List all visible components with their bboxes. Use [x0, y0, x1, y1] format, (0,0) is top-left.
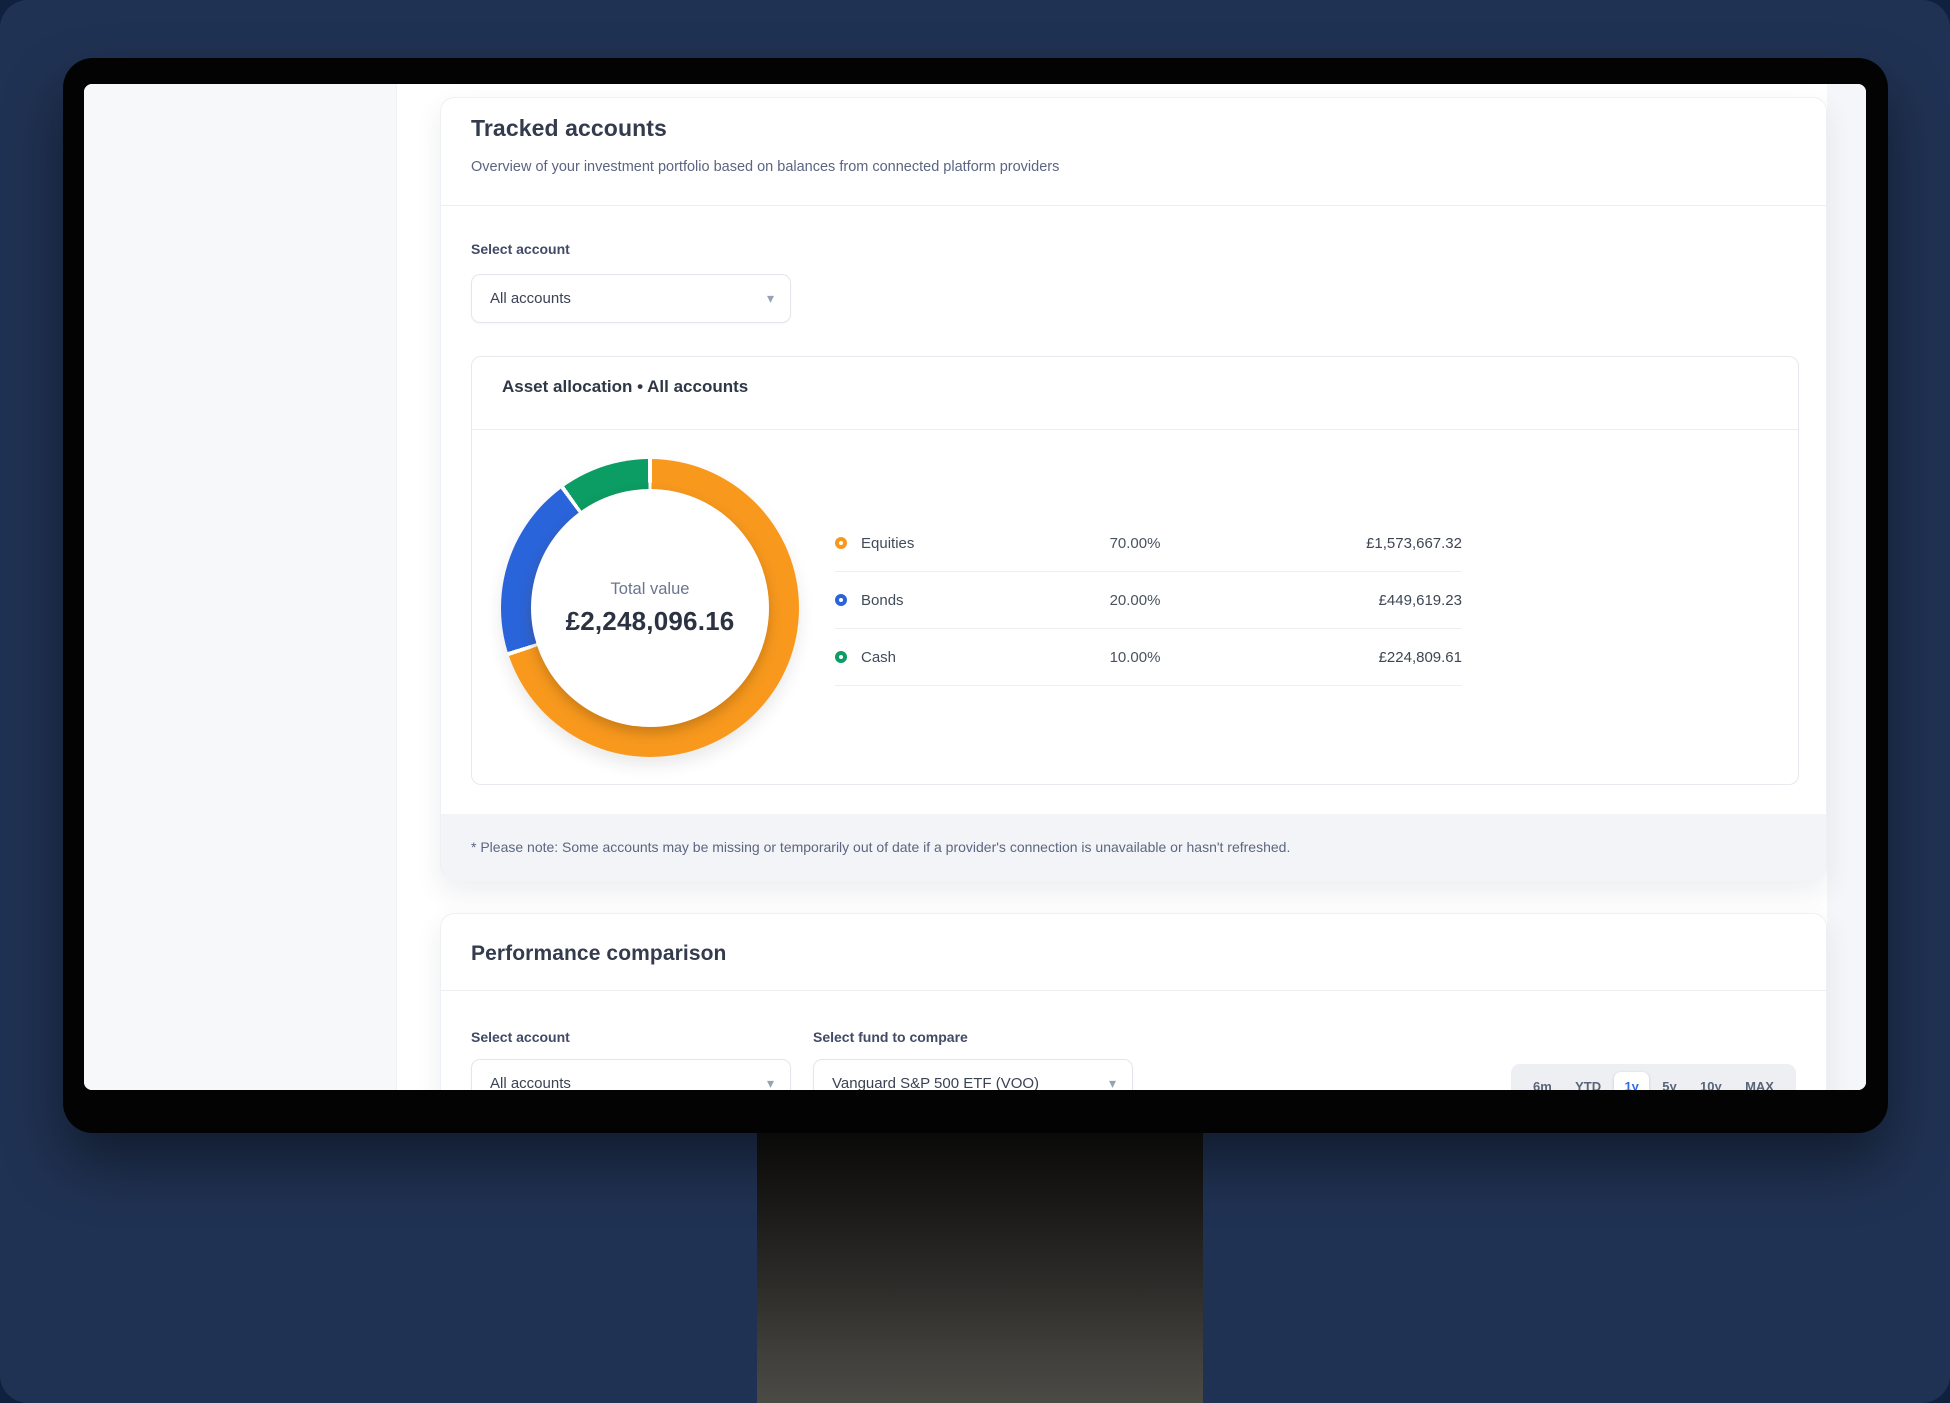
asset-allocation-panel: Asset allocation • All accounts Total va… — [471, 356, 1799, 785]
time-range-group: 6m YTD 1y 5y 10y MAX — [1511, 1064, 1796, 1090]
legend-row-equities: Equities 70.00% £1,573,667.32 — [835, 515, 1462, 572]
legend-value: £1,573,667.32 — [1366, 534, 1462, 552]
asset-allocation-title: Asset allocation • All accounts — [502, 377, 749, 396]
equities-ring-icon — [835, 537, 847, 549]
fund-select[interactable]: Vanguard S&P 500 ETF (VOO) ▾ — [813, 1059, 1133, 1090]
tracked-accounts-card: Tracked accounts Overview of your invest… — [440, 97, 1827, 881]
legend-percent: 10.00% — [1109, 648, 1161, 666]
legend-label: Cash — [861, 648, 897, 666]
legend-percent: 20.00% — [1109, 591, 1161, 609]
provider-note-band: * Please note: Some accounts may be miss… — [441, 814, 1826, 881]
donut-center: Total value £2,248,096.16 — [531, 489, 769, 727]
chevron-down-icon: ▾ — [1108, 1075, 1116, 1090]
fund-select-value: Vanguard S&P 500 ETF (VOO) — [832, 1075, 1040, 1090]
performance-account-select[interactable]: All accounts ▾ — [471, 1059, 791, 1090]
provider-note-text: * Please note: Some accounts may be miss… — [471, 839, 1291, 855]
header-divider — [441, 990, 1826, 991]
legend-row-cash: Cash 10.00% £224,809.61 — [835, 629, 1462, 686]
chevron-down-icon: ▾ — [766, 290, 774, 306]
monitor-stand — [757, 1133, 1203, 1403]
range-1y[interactable]: 1y — [1614, 1071, 1649, 1090]
range-max[interactable]: MAX — [1745, 1078, 1774, 1091]
bonds-ring-icon — [835, 594, 847, 606]
chevron-down-icon: ▾ — [766, 1075, 774, 1090]
donut-chart: Total value £2,248,096.16 — [501, 459, 799, 757]
account-select-value: All accounts — [490, 1075, 571, 1090]
tracked-accounts-title: Tracked accounts — [471, 115, 667, 141]
performance-comparison-title: Performance comparison — [471, 942, 727, 965]
range-5y[interactable]: 5y — [1662, 1078, 1677, 1091]
left-sidebar — [84, 84, 397, 1090]
legend-label: Bonds — [861, 591, 904, 609]
performance-comparison-card: Performance comparison Select account Al… — [440, 913, 1827, 1090]
panel-divider — [472, 429, 1798, 430]
total-value-label: Total value — [610, 579, 690, 598]
tracked-accounts-subtitle: Overview of your investment portfolio ba… — [471, 159, 1060, 175]
cash-ring-icon — [835, 651, 847, 663]
account-select-value: All accounts — [490, 290, 571, 307]
select-account-label: Select account — [471, 241, 570, 257]
header-divider — [441, 205, 1826, 206]
account-select[interactable]: All accounts ▾ — [471, 274, 791, 323]
range-6m[interactable]: 6m — [1533, 1078, 1552, 1091]
legend-row-bonds: Bonds 20.00% £449,619.23 — [835, 572, 1462, 629]
range-10y[interactable]: 10y — [1700, 1078, 1722, 1091]
app-screen: Tracked accounts Overview of your invest… — [84, 84, 1866, 1090]
allocation-legend: Equities 70.00% £1,573,667.32 Bonds 20.0… — [835, 515, 1462, 686]
legend-label: Equities — [861, 534, 915, 552]
total-value-amount: £2,248,096.16 — [565, 605, 735, 636]
select-fund-label: Select fund to compare — [813, 1029, 968, 1045]
range-ytd[interactable]: YTD — [1575, 1078, 1602, 1091]
legend-percent: 70.00% — [1109, 534, 1161, 552]
scroll-gutter — [1827, 84, 1866, 1090]
legend-value: £449,619.23 — [1378, 591, 1462, 609]
select-account-label: Select account — [471, 1029, 570, 1045]
legend-value: £224,809.61 — [1378, 648, 1462, 666]
